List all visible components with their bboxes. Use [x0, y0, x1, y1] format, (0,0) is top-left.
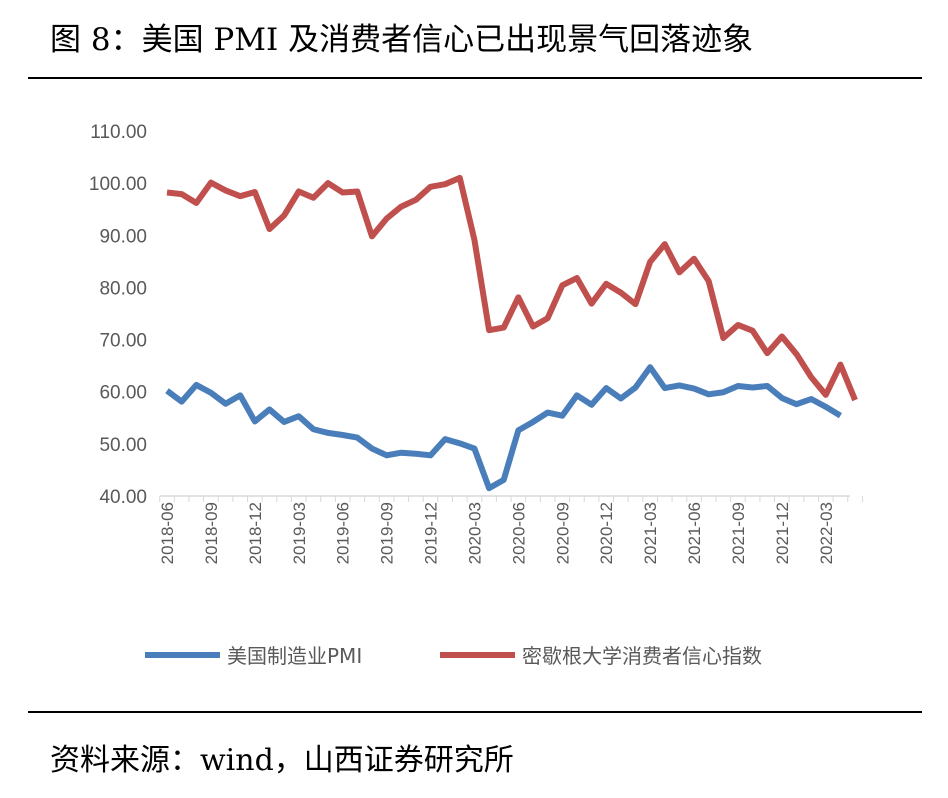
x-tick-label: 2019-06 — [334, 502, 353, 564]
series-line-0 — [165, 364, 842, 492]
x-tick-label: 2018-06 — [158, 502, 177, 564]
y-tick-label: 40.00 — [99, 487, 147, 508]
y-tick-label: 110.00 — [90, 122, 147, 143]
x-tick-label: 2022-03 — [817, 502, 836, 564]
x-tick-label: 2020-12 — [597, 502, 616, 564]
top-rule — [28, 77, 922, 79]
legend-label-1: 密歇根大学消费者信心指数 — [522, 644, 762, 668]
y-tick-label: 100.00 — [89, 174, 147, 195]
y-tick-label: 70.00 — [99, 331, 147, 352]
y-tick-label: 80.00 — [99, 278, 147, 299]
source-note: 资料来源：wind，山西证券研究所 — [50, 743, 514, 778]
legend-label-0: 美国制造业PMI — [227, 644, 362, 668]
x-tick-label: 2020-09 — [553, 502, 572, 564]
x-tick-label: 2019-09 — [378, 502, 397, 564]
series-line-1 — [166, 174, 858, 402]
x-tick-label: 2020-03 — [465, 502, 484, 564]
x-tick-label: 2019-12 — [422, 502, 441, 564]
figure-title: 图 8：美国 PMI 及消费者信心已出现景气回落迹象 — [50, 22, 754, 58]
x-tick-label: 2021-06 — [685, 502, 704, 564]
x-tick-label: 2021-03 — [641, 502, 660, 564]
x-tick-label: 2021-09 — [729, 502, 748, 564]
x-tick-label: 2019-03 — [290, 502, 309, 564]
x-tick-label: 2018-12 — [246, 502, 265, 564]
y-tick-label: 90.00 — [99, 226, 147, 247]
x-tick-label: 2020-06 — [509, 502, 528, 564]
y-tick-label: 60.00 — [99, 383, 147, 404]
y-tick-label: 50.00 — [99, 435, 147, 456]
x-tick-label: 2018-09 — [202, 502, 221, 564]
bottom-rule — [28, 711, 922, 713]
x-tick-label: 2021-12 — [773, 502, 792, 564]
